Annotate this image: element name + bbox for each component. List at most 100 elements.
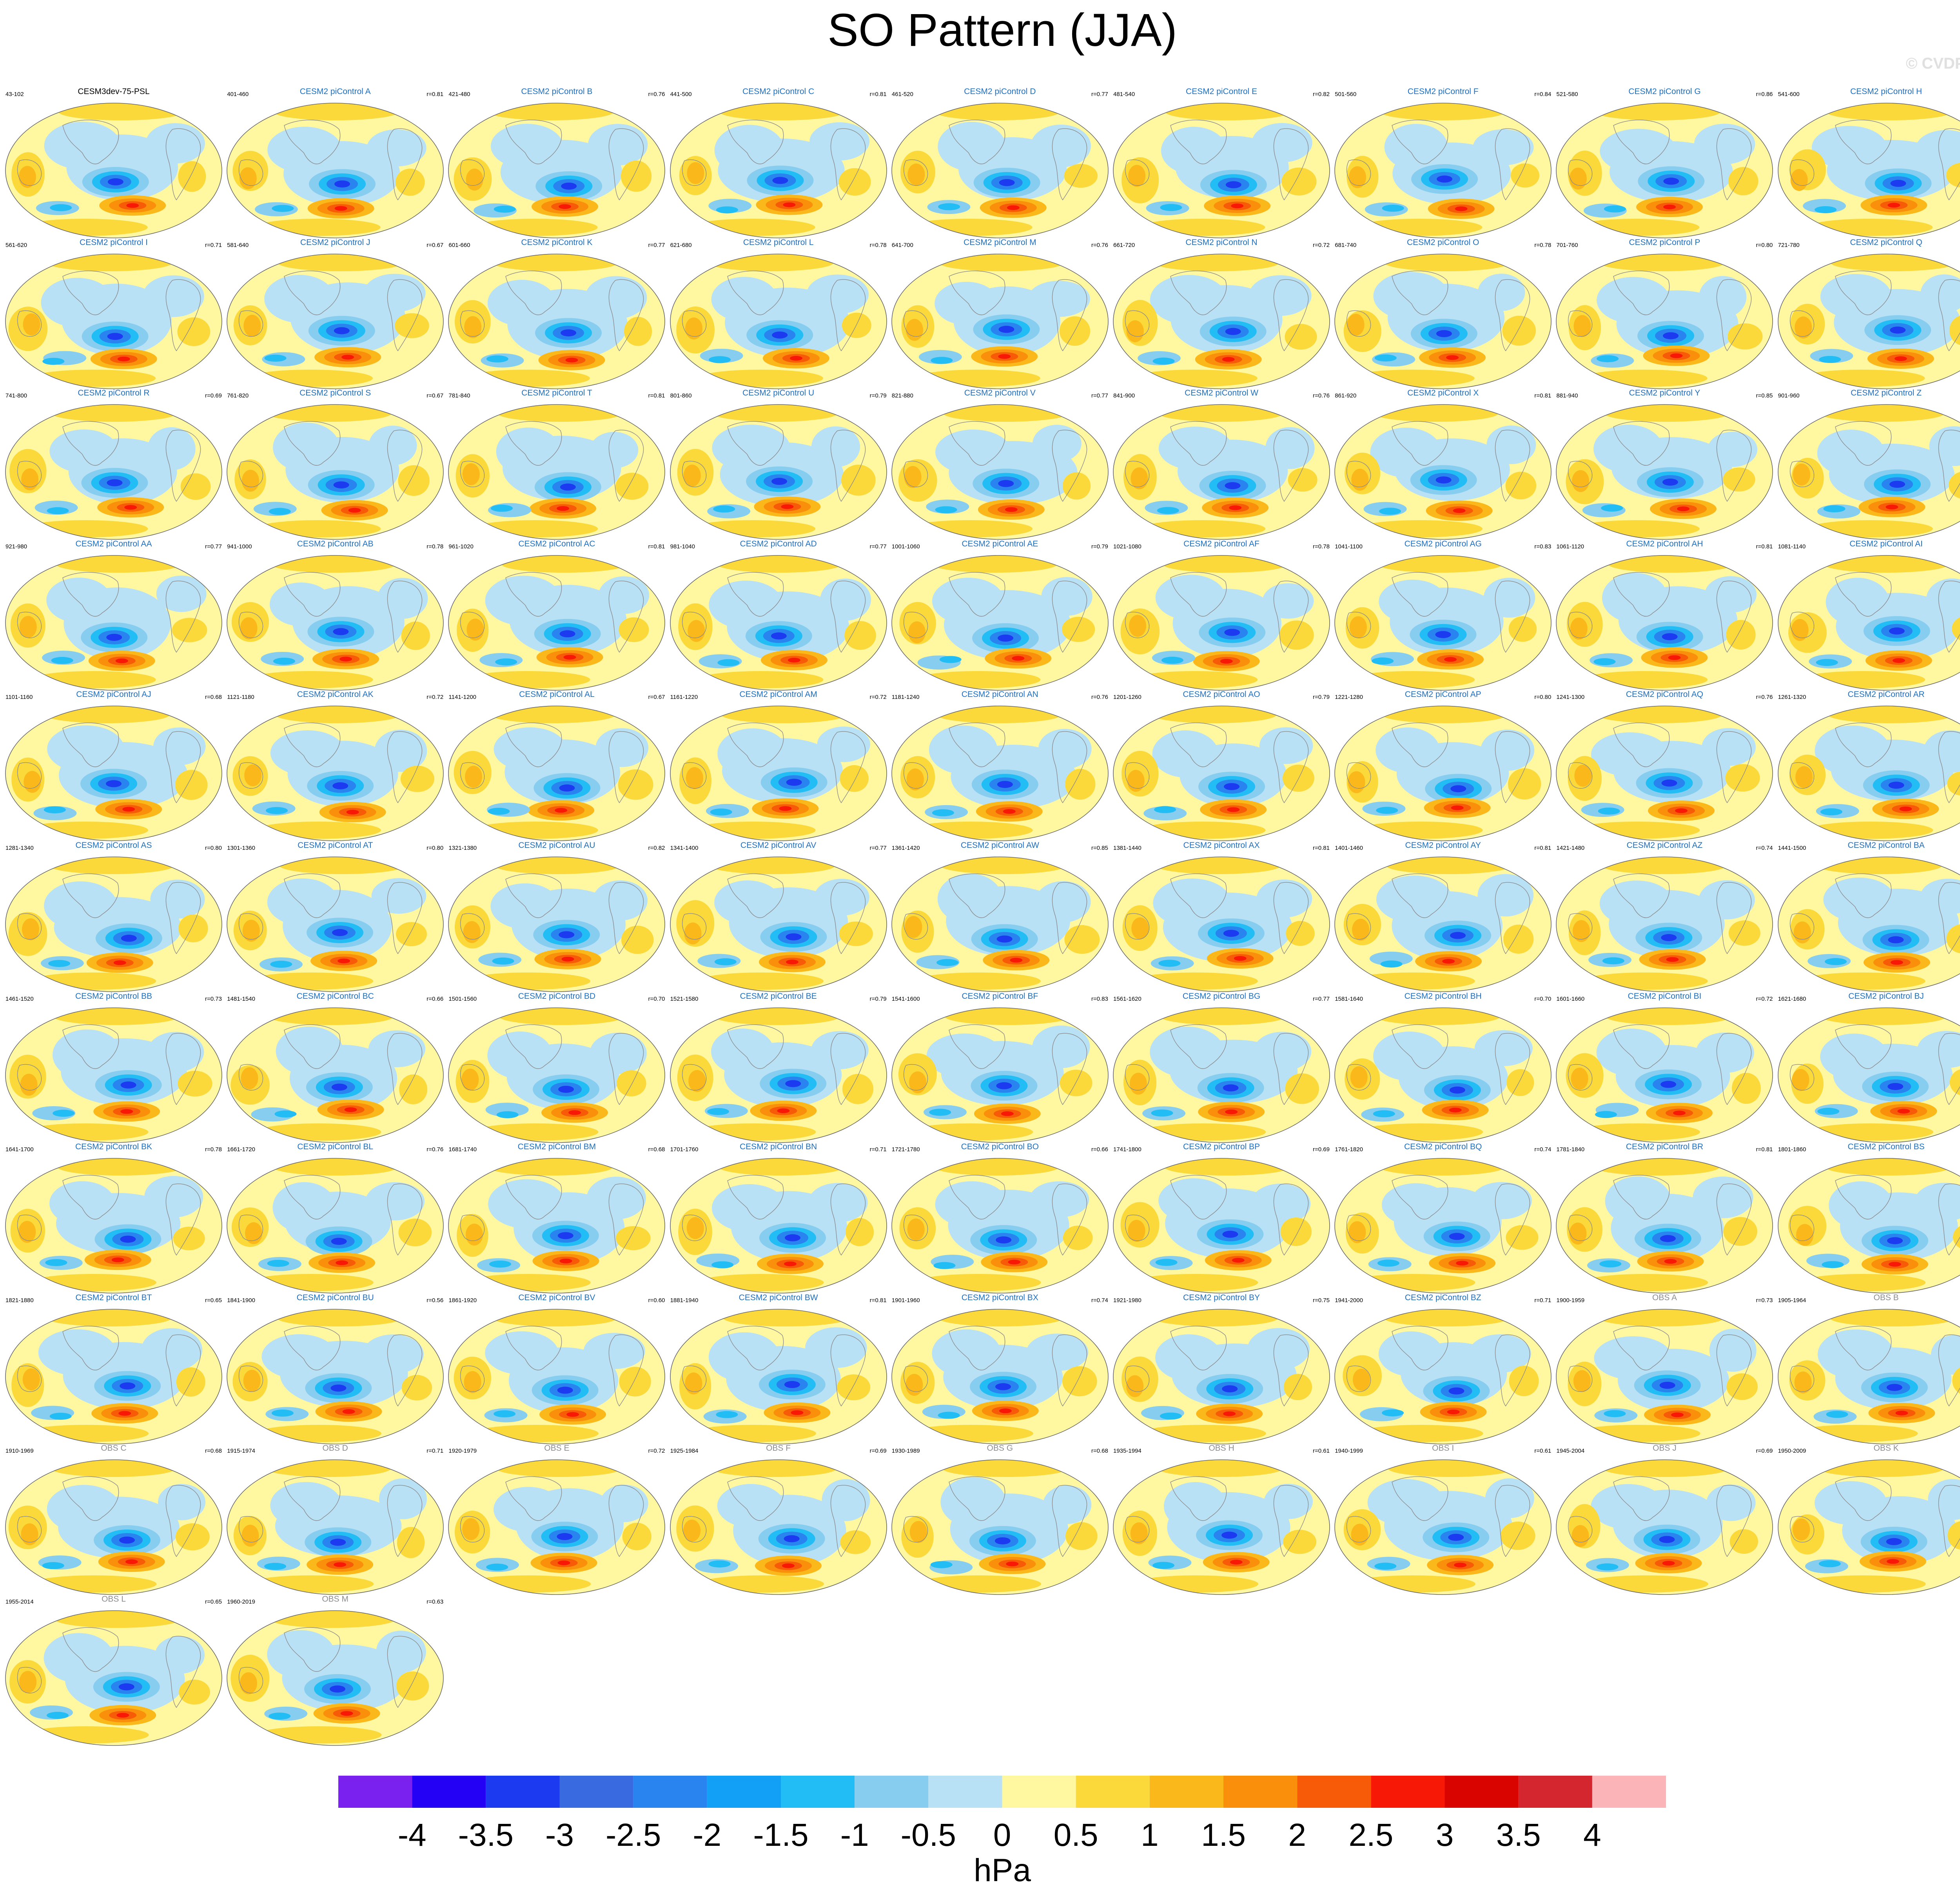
pressure-anomaly-map — [670, 1308, 887, 1444]
panel-correlation: r=0.73 — [205, 995, 222, 1002]
pressure-anomaly-map — [448, 103, 666, 238]
panel-correlation: r=0.76 — [426, 1146, 444, 1153]
panel-title: CESM2 piControl BG — [1182, 991, 1261, 1001]
panel-title: CESM2 piControl BD — [518, 991, 595, 1001]
panel-years: 721-780 — [1778, 241, 1800, 249]
panel-correlation: r=0.81 — [1756, 543, 1773, 550]
pressure-anomaly-map — [1334, 253, 1552, 389]
pressure-anomaly-map — [891, 1007, 1109, 1143]
panel-title: CESM2 piControl AY — [1405, 841, 1481, 850]
panel-years: 1881-1940 — [670, 1297, 699, 1304]
map-panel: 1101-1160 CESM2 piControl AJ r=0.68 — [4, 690, 223, 843]
pressure-anomaly-map — [1113, 253, 1330, 389]
pressure-anomaly-map — [448, 404, 666, 540]
map-panel: 661-720 CESM2 piControl N r=0.72 — [1112, 238, 1331, 391]
map-panel: 1421-1480 CESM2 piControl AZ r=0.74 — [1555, 841, 1774, 994]
map-panel: 1901-1960 CESM2 piControl BX r=0.74 — [890, 1293, 1110, 1446]
panel-title: OBS H — [1209, 1444, 1234, 1453]
panel-correlation: r=0.72 — [1756, 995, 1773, 1002]
panel-title: CESM2 piControl I — [80, 238, 148, 247]
panel-years: 1901-1960 — [891, 1297, 920, 1304]
panel-years: 1761-1820 — [1335, 1146, 1363, 1153]
panel-years: 1561-1620 — [1113, 995, 1142, 1002]
colorbar-units: hPa — [974, 1852, 1031, 1888]
panel-title: CESM2 piControl BT — [75, 1293, 152, 1302]
colorbar-swatch — [1371, 1776, 1445, 1808]
pressure-anomaly-map — [670, 253, 887, 389]
panel-correlation: r=0.81 — [1313, 845, 1330, 851]
panel-correlation: r=0.77 — [205, 543, 222, 550]
panel-years: 1441-1500 — [1778, 845, 1806, 851]
pressure-anomaly-map — [227, 1459, 444, 1595]
map-panel: 861-920 CESM2 piControl X r=0.81 — [1333, 388, 1553, 542]
panel-title: CESM3dev-75-PSL — [78, 87, 150, 96]
map-panel: 1301-1360 CESM2 piControl AT r=0.80 — [225, 841, 445, 994]
panel-years: 761-820 — [227, 392, 249, 399]
pressure-anomaly-map — [5, 856, 222, 992]
panel-title: CESM2 piControl AU — [518, 841, 595, 850]
panel-years: 861-920 — [1335, 392, 1357, 399]
panel-correlation: r=0.76 — [1091, 694, 1108, 701]
map-panel: 961-1020 CESM2 piControl AC r=0.81 — [447, 539, 666, 693]
panel-years: 561-620 — [5, 241, 27, 249]
pressure-anomaly-map — [670, 404, 887, 540]
colorbar-tick-label: -2.5 — [606, 1817, 661, 1853]
map-panel: 1681-1740 CESM2 piControl BM r=0.68 — [447, 1142, 666, 1295]
map-panel: 1281-1340 CESM2 piControl AS r=0.80 — [4, 841, 223, 994]
map-panel: 1945-2004 OBS J r=0.69 — [1555, 1444, 1774, 1597]
panel-correlation: r=0.78 — [869, 241, 887, 249]
pressure-anomaly-map — [227, 856, 444, 992]
pressure-anomaly-map — [227, 103, 444, 238]
colorbar-tick-label: 1 — [1141, 1817, 1159, 1853]
colorbar-swatch — [1297, 1776, 1371, 1808]
colorbar-swatch — [781, 1776, 855, 1808]
panel-years: 1601-1660 — [1556, 995, 1585, 1002]
panel-correlation: r=0.67 — [426, 241, 444, 249]
map-panel: 1960-2019 OBS M r=0.63 — [225, 1595, 445, 1748]
panel-title: CESM2 piControl AF — [1183, 539, 1259, 548]
panel-years: 1701-1760 — [670, 1146, 699, 1153]
panel-years: 421-480 — [448, 91, 470, 98]
panel-correlation: r=0.61 — [1534, 1448, 1552, 1455]
panel-title: CESM2 piControl S — [299, 388, 371, 398]
panel-correlation: r=0.72 — [869, 694, 887, 701]
pressure-anomaly-map — [1556, 1158, 1773, 1294]
map-panel: 1221-1280 CESM2 piControl AP r=0.80 — [1333, 690, 1553, 843]
panel-correlation: r=0.68 — [1091, 1448, 1108, 1455]
panel-years: 1481-1540 — [227, 995, 255, 1002]
pressure-anomaly-map — [1113, 1459, 1330, 1595]
map-panel: 1921-1980 CESM2 piControl BY r=0.75 — [1112, 1293, 1331, 1446]
panel-title: CESM2 piControl W — [1185, 388, 1258, 398]
panel-years: 961-1020 — [448, 543, 474, 550]
pressure-anomaly-map — [5, 706, 222, 842]
panel-years: 701-760 — [1556, 241, 1578, 249]
panel-title: CESM2 piControl AJ — [76, 690, 151, 699]
pressure-anomaly-map — [5, 1158, 222, 1294]
panel-title: CESM2 piControl BF — [962, 991, 1038, 1001]
panel-title: CESM2 piControl AZ — [1626, 841, 1703, 850]
panel-years: 1141-1200 — [448, 694, 477, 701]
panel-years: 1581-1640 — [1335, 995, 1363, 1002]
panel-correlation: r=0.68 — [648, 1146, 665, 1153]
panel-title: CESM2 piControl AD — [740, 539, 817, 548]
colorbar-swatch — [633, 1776, 707, 1808]
pressure-anomaly-map — [448, 253, 666, 389]
panel-title: OBS F — [766, 1444, 791, 1453]
panel-correlation: r=0.65 — [205, 1598, 222, 1605]
colorbar-swatch — [559, 1776, 633, 1808]
panel-correlation: r=0.70 — [1534, 995, 1552, 1002]
map-panel: 1161-1220 CESM2 piControl AM r=0.72 — [669, 690, 888, 843]
map-panel: 1781-1840 CESM2 piControl BR r=0.81 — [1555, 1142, 1774, 1295]
pressure-anomaly-map — [1334, 1007, 1552, 1143]
panel-title: CESM2 piControl BH — [1404, 991, 1482, 1001]
panel-years: 1641-1700 — [5, 1146, 34, 1153]
panel-title: CESM2 piControl AM — [739, 690, 817, 699]
pressure-anomaly-map — [1334, 404, 1552, 540]
panel-title: OBS A — [1652, 1293, 1677, 1302]
map-panel: 1940-1999 OBS I r=0.61 — [1333, 1444, 1553, 1597]
panel-title: CESM2 piControl BN — [739, 1142, 817, 1152]
panel-years: 1541-1600 — [891, 995, 920, 1002]
colorbar-tick-label: 4 — [1583, 1817, 1601, 1853]
